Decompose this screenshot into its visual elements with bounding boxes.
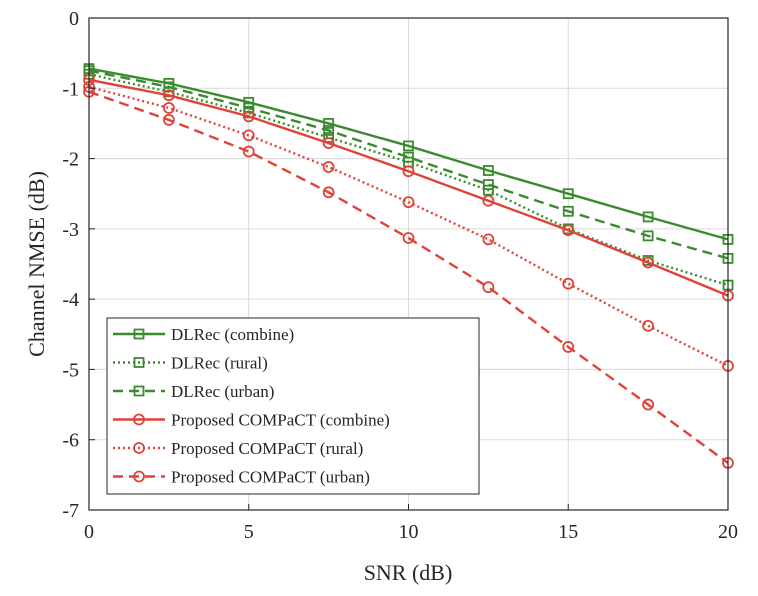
data-point [642, 211, 654, 223]
data-point [322, 137, 335, 150]
legend-swatch-marker [133, 470, 145, 483]
tick-labels: 0 5 10 15 20 0 -1 -2 -3 -4 -5 -6 -7 [62, 8, 738, 543]
data-point [402, 232, 415, 244]
legend-label: Proposed COMPaCT (combine) [171, 411, 390, 430]
data-point [482, 281, 495, 294]
data-point [403, 140, 414, 152]
legend-entry: Proposed COMPaCT (urban) [113, 468, 370, 487]
data-point [402, 196, 415, 209]
data-point [562, 277, 575, 290]
y-tick-label: 0 [69, 8, 79, 30]
data-point [562, 224, 575, 237]
data-point [642, 319, 655, 332]
data-point [162, 89, 175, 102]
data-point [642, 256, 655, 269]
data-point [242, 110, 255, 123]
data-point [482, 165, 494, 176]
x-tick-label: 5 [244, 521, 254, 543]
y-tick-label: -2 [62, 149, 79, 171]
legend-swatch-marker [133, 413, 145, 426]
data-point [562, 205, 574, 217]
y-tick-label: -6 [62, 430, 79, 452]
data-point [242, 145, 255, 158]
y-axis-label: Channel NMSE (dB) [24, 171, 49, 357]
y-tick-label: -4 [62, 289, 79, 311]
legend-label: Proposed COMPaCT (urban) [171, 468, 370, 487]
legend-box [106, 317, 480, 495]
data-point [323, 125, 335, 136]
series-line [88, 67, 729, 241]
series-line [88, 78, 729, 297]
data-point [482, 179, 494, 190]
data-point [323, 118, 335, 129]
x-axis-label: SNR (dB) [364, 560, 453, 585]
y-tick-label: -3 [62, 219, 79, 241]
legend-label: DLRec (rural) [171, 354, 268, 373]
legend-label: DLRec (combine) [171, 325, 294, 344]
series-line [88, 85, 729, 367]
data-point [162, 114, 175, 126]
data-point [482, 194, 495, 207]
legend-entry: DLRec (combine) [113, 325, 294, 344]
legend-label: Proposed COMPaCT (rural) [171, 439, 363, 458]
legend-label: DLRec (urban) [171, 382, 274, 401]
y-tick-label: -5 [62, 359, 79, 381]
x-tick-label: 15 [558, 521, 578, 543]
data-point [562, 341, 575, 353]
data-point [242, 129, 255, 142]
series-layer [83, 63, 734, 469]
legend-entry: Proposed COMPaCT (combine) [113, 411, 390, 430]
data-point [322, 161, 335, 173]
data-point [562, 188, 574, 200]
legend-swatch-marker [133, 385, 145, 397]
series-line [88, 90, 729, 464]
data-point [403, 151, 414, 163]
data-point [482, 233, 495, 246]
data-point [162, 102, 175, 114]
legend-swatch-marker [133, 328, 145, 340]
legend-swatch-marker [133, 442, 145, 454]
x-tick-label: 10 [399, 521, 419, 543]
legend-entry: DLRec (rural) [113, 354, 268, 373]
data-point [402, 165, 415, 178]
legend-swatch-marker [133, 357, 145, 368]
y-tick-label: -7 [62, 500, 79, 522]
y-tick-label: -1 [62, 78, 79, 100]
legend-entry: Proposed COMPaCT (rural) [113, 439, 363, 458]
x-tick-label: 20 [718, 521, 738, 543]
data-point [163, 81, 175, 93]
data-point [642, 398, 655, 411]
data-point [642, 230, 654, 242]
x-tick-label: 0 [84, 521, 94, 543]
legend-entry: DLRec (urban) [113, 382, 274, 401]
data-point [322, 186, 335, 199]
legend: DLRec (combine) DLRec (rural) DLRec (urban… [106, 317, 480, 495]
series-2 [83, 65, 734, 264]
series-3 [83, 73, 734, 302]
data-point [243, 102, 255, 114]
